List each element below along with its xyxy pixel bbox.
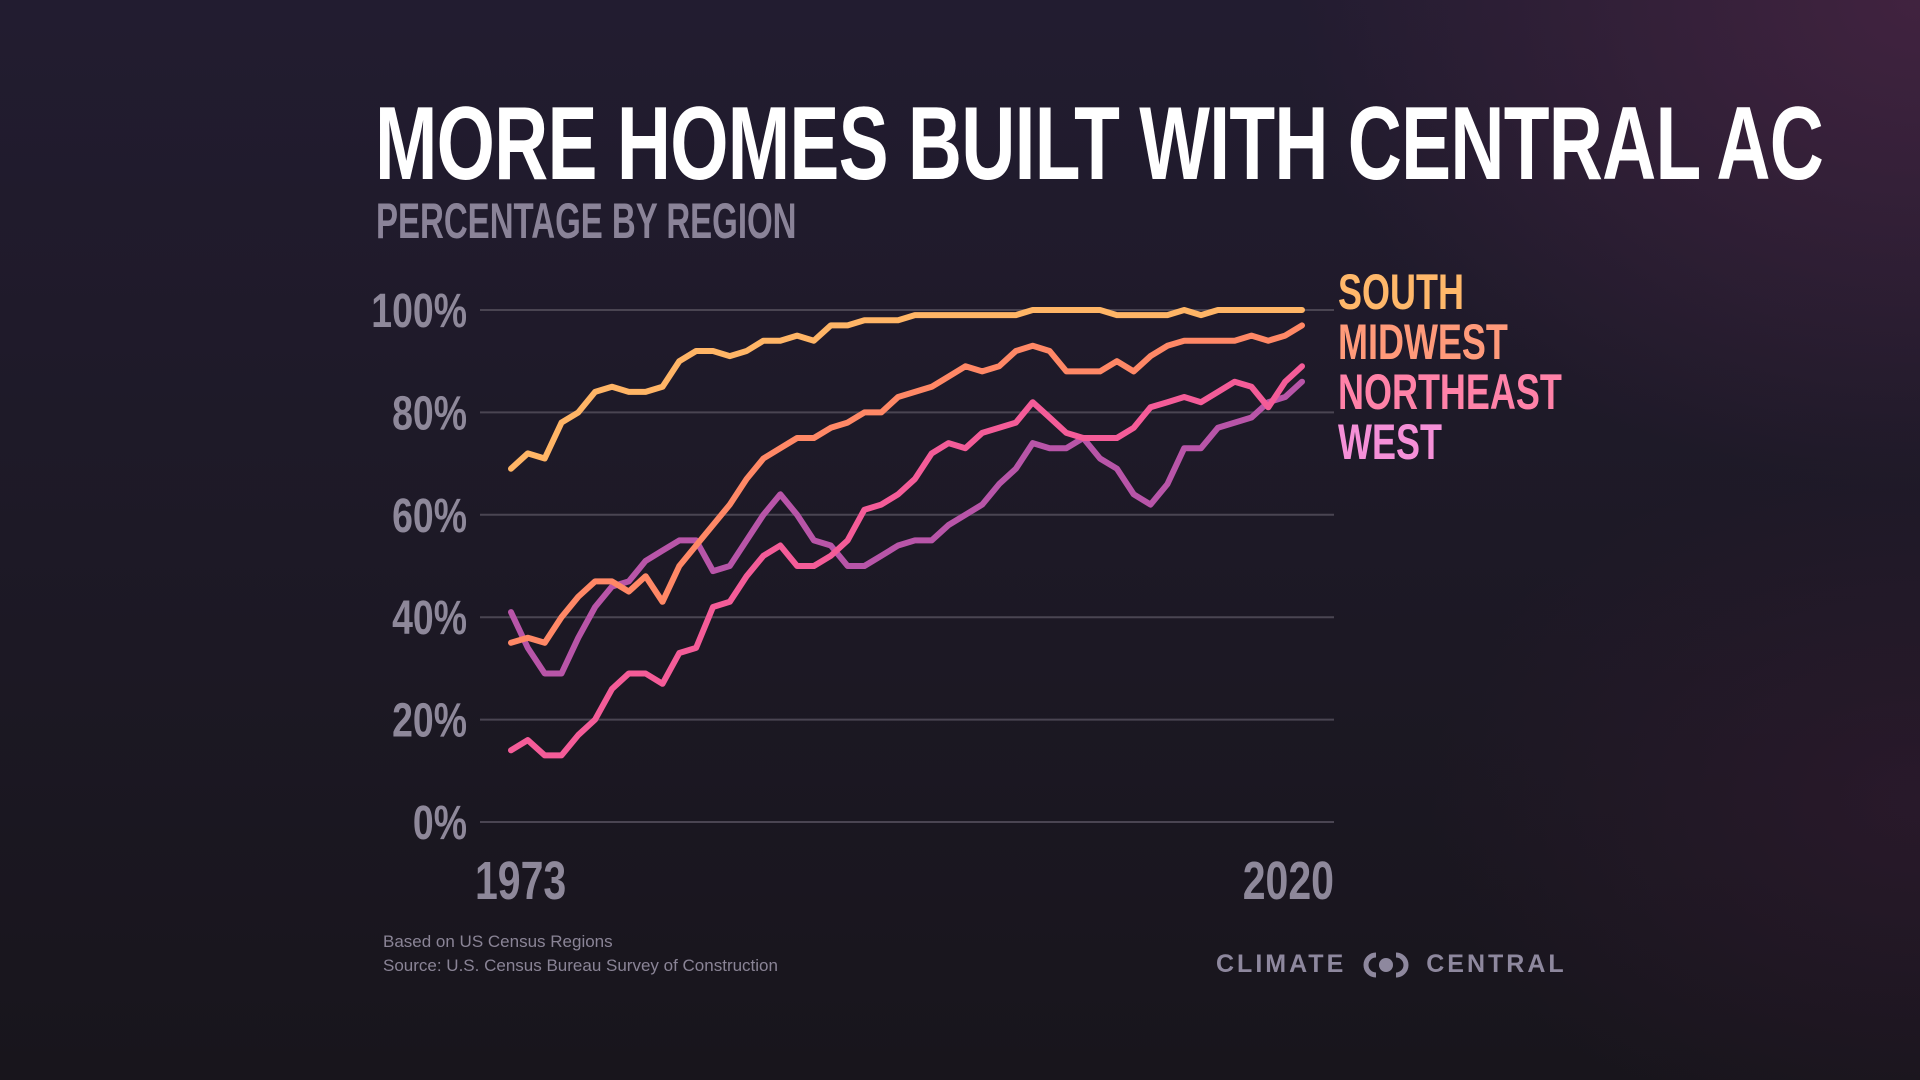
series-line-south [508,307,1305,472]
y-tick-label: 20% [392,694,467,748]
series-line-northeast [508,363,1305,759]
legend-item-midwest: MIDWEST [1338,315,1508,370]
x-axis-ticks: 1973 2020 [475,852,1334,912]
y-tick-label: 60% [392,489,467,543]
y-tick-label: 80% [392,387,467,441]
footnote-regions: Based on US Census Regions [383,932,613,951]
y-tick-label: 0% [413,797,467,851]
brand-logo: CLIMATE CENTRAL [1216,950,1567,979]
series-line-midwest [508,322,1305,646]
legend-item-northeast: NORTHEAST [1338,365,1562,420]
brand-text-left: CLIMATE [1216,950,1347,978]
legend-item-west: WEST [1338,415,1442,470]
x-tick-label: 2020 [1243,852,1334,912]
x-tick-label: 1973 [475,852,566,912]
y-tick-label: 100% [371,285,467,339]
climate-central-logo-icon [1363,952,1409,977]
brand-text-right: CENTRAL [1426,950,1567,978]
chart-subtitle: PERCENTAGE BY REGION [376,193,797,249]
y-tick-label: 40% [392,592,467,646]
chart-title: MORE HOMES BUILT WITH CENTRAL AC [375,86,1824,202]
footnote-source: Source: U.S. Census Bureau Survey of Con… [383,956,778,975]
series-line-west [508,378,1305,677]
y-axis-ticks: 0% 20% 40% 60% 80% 100% [371,285,467,851]
series-lines [508,307,1305,759]
legend-item-south: SOUTH [1338,265,1464,320]
